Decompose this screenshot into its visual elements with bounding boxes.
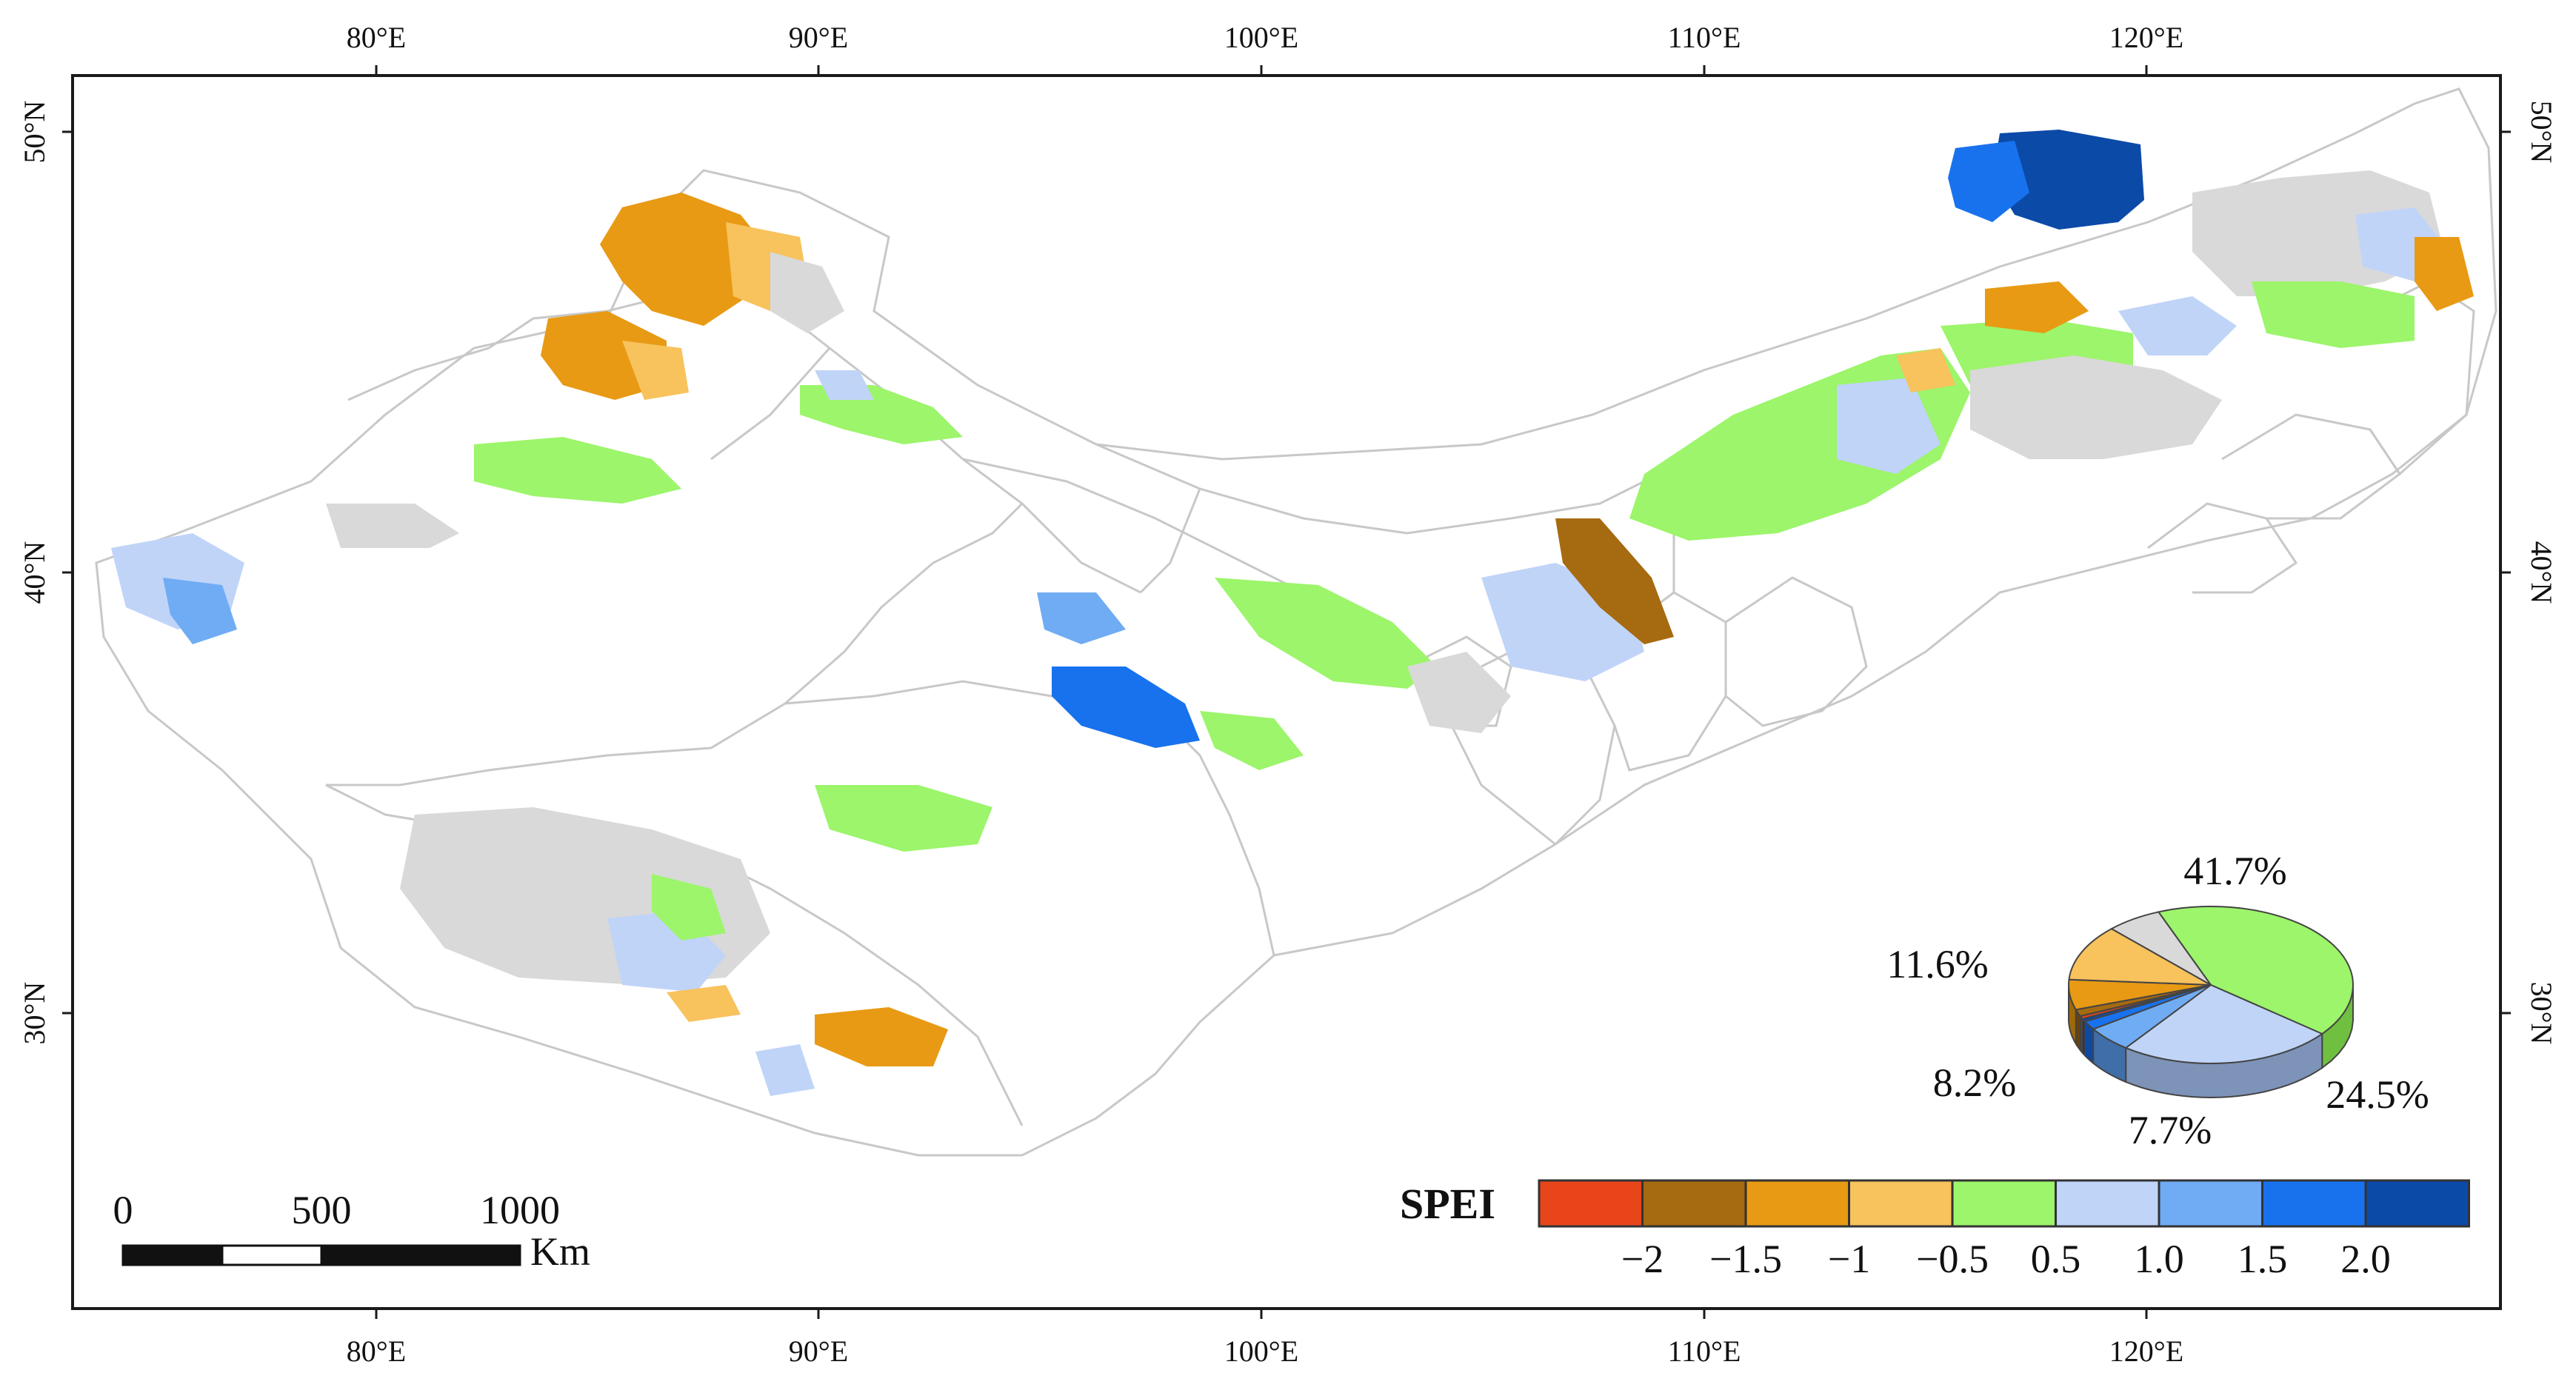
pie-slice-8: [2068, 927, 2212, 986]
patch-dry-north-xinjiang-2: [541, 311, 667, 400]
longitude-labels-top: 80°E 90°E 100°E 110°E 120°E: [347, 21, 2183, 54]
scale-seg-3: [320, 1244, 521, 1266]
patch-none-gansu: [1407, 652, 1511, 733]
legend-tick-labels: −2 −1.5 −1 −0.5 0.5 1.0 1.5 2.0: [1621, 1237, 2391, 1281]
pie-label-lightdry: 11.6%: [1886, 942, 1988, 986]
patch-wet-gansu-2: [1200, 711, 1304, 770]
scale-seg-1: [121, 1244, 224, 1266]
pie-labels: 41.7% 24.5% 7.7% 8.2% 11.6%: [1886, 849, 2429, 1152]
patch-darkwet-qilian: [1052, 667, 1200, 748]
patch-wet-qaidam: [815, 785, 992, 852]
scale-label-0: 0: [113, 1188, 133, 1232]
legend-box-8: [2364, 1179, 2470, 1228]
legend-tick-0: −2: [1621, 1237, 1664, 1281]
lat-label-50-right: 50°N: [2525, 101, 2558, 164]
lat-label-40: 40°N: [18, 541, 51, 604]
legend-box-0: [1538, 1179, 1644, 1228]
lon-label-120-bottom: 120°E: [2109, 1334, 2183, 1368]
legend-box-3: [1848, 1179, 1954, 1228]
patch-lightwet-tianshan: [815, 370, 874, 400]
legend-tick-1: −1.5: [1709, 1237, 1782, 1281]
graticule-ticks: [62, 65, 2511, 1319]
legend-tick-3: −0.5: [1916, 1237, 1989, 1281]
legend-box-4: [1951, 1179, 2057, 1228]
liaoning-boundary: [2147, 502, 2298, 594]
scale-bar: 0 500 1000 Km: [113, 1188, 591, 1274]
lon-label-100-bottom: 100°E: [1224, 1334, 1298, 1368]
pie-slice-0: [2157, 906, 2354, 1035]
patch-midwet-qilian: [1037, 592, 1126, 644]
patch-none-west: [326, 504, 459, 548]
legend-title: SPEI: [1400, 1180, 1495, 1228]
legend-box-5: [2055, 1179, 2160, 1228]
patch-lightwet-inner-mongolia-2: [2118, 296, 2237, 355]
patch-lightdry-inner-mongolia: [1896, 348, 1955, 392]
spei-legend: SPEI −2 −1.5 −1 −0.5 0.5 1.0 1.5 2.0: [1400, 1179, 2470, 1281]
legend-color-boxes: [1538, 1179, 2470, 1228]
pie-label-lightwet: 24.5%: [2326, 1072, 2429, 1117]
lon-label-120: 120°E: [2109, 21, 2183, 54]
map-frame: [71, 74, 2502, 1310]
patch-dry-northeast: [2415, 237, 2474, 311]
legend-box-7: [2261, 1179, 2367, 1228]
spei-patches: [111, 130, 2474, 1096]
lon-label-90-bottom: 90°E: [789, 1334, 848, 1368]
pie-chart: [2068, 906, 2354, 1099]
latitude-labels-right: 50°N 40°N 30°N: [2525, 101, 2558, 1045]
patch-wet-west: [474, 437, 681, 504]
legend-tick-7: 2.0: [2340, 1237, 2391, 1281]
patch-dry-south-tibet: [815, 1007, 948, 1066]
lat-label-30-right: 30°N: [2525, 982, 2558, 1045]
patch-blue-hulunbuir: [1948, 141, 2029, 222]
legend-box-2: [1744, 1179, 1850, 1228]
legend-tick-2: −1: [1828, 1237, 1870, 1281]
inner-boundary-lines: [710, 347, 1675, 594]
hebei-boundary: [1725, 576, 1868, 727]
study-area-outline: [95, 87, 2497, 1157]
patch-brown-shanxi: [1555, 518, 1674, 644]
lon-label-80-bottom: 80°E: [347, 1334, 406, 1368]
lon-label-90: 90°E: [789, 21, 848, 54]
patch-lightwet-south-tibet: [755, 1044, 815, 1096]
patch-wet-tibet: [652, 874, 726, 941]
latitude-labels-left: 50°N 40°N 30°N: [18, 101, 51, 1045]
legend-tick-4: 0.5: [2031, 1237, 2081, 1281]
patch-none-north-xinjiang: [770, 252, 844, 333]
lat-label-30: 30°N: [18, 982, 51, 1045]
lon-label-110: 110°E: [1668, 21, 1741, 54]
lat-label-50: 50°N: [18, 101, 51, 164]
pie-label-dry: 8.2%: [1933, 1060, 2016, 1105]
scale-seg-2: [221, 1244, 323, 1266]
patch-none-inner-mongolia: [1970, 355, 2222, 459]
legend-tick-5: 1.0: [2134, 1237, 2184, 1281]
lon-label-80: 80°E: [347, 21, 406, 54]
pie-slice-9: [2109, 911, 2212, 986]
legend-box-1: [1641, 1179, 1747, 1228]
patch-dry-inner-mongolia: [1985, 281, 2089, 333]
patch-wet-northeast: [2252, 281, 2415, 348]
legend-box-6: [2158, 1179, 2263, 1228]
patch-midwet-west: [163, 578, 237, 644]
pie-label-wetter: 7.7%: [2129, 1108, 2212, 1152]
patch-darkblue-hulunbuir: [1992, 130, 2144, 230]
pie-slice-1: [2124, 983, 2324, 1064]
longitude-labels-bottom: 80°E 90°E 100°E 110°E 120°E: [347, 1334, 2183, 1368]
patch-wet-gansu: [1215, 578, 1437, 689]
scale-label-1000: 1000: [480, 1188, 560, 1232]
patch-lightdry-north-xinjiang-2: [622, 341, 689, 400]
lon-label-110-bottom: 110°E: [1668, 1334, 1741, 1368]
legend-tick-6: 1.5: [2238, 1237, 2288, 1281]
patch-lightwet-inner-mongolia: [1837, 378, 1941, 474]
patch-lightdry-tibet: [667, 985, 741, 1022]
lon-label-100: 100°E: [1224, 21, 1298, 54]
scale-label-500: 500: [292, 1188, 352, 1232]
scale-unit: Km: [530, 1229, 590, 1274]
pie-label-wet: 41.7%: [2183, 849, 2286, 893]
lat-label-40-right: 40°N: [2525, 541, 2558, 604]
